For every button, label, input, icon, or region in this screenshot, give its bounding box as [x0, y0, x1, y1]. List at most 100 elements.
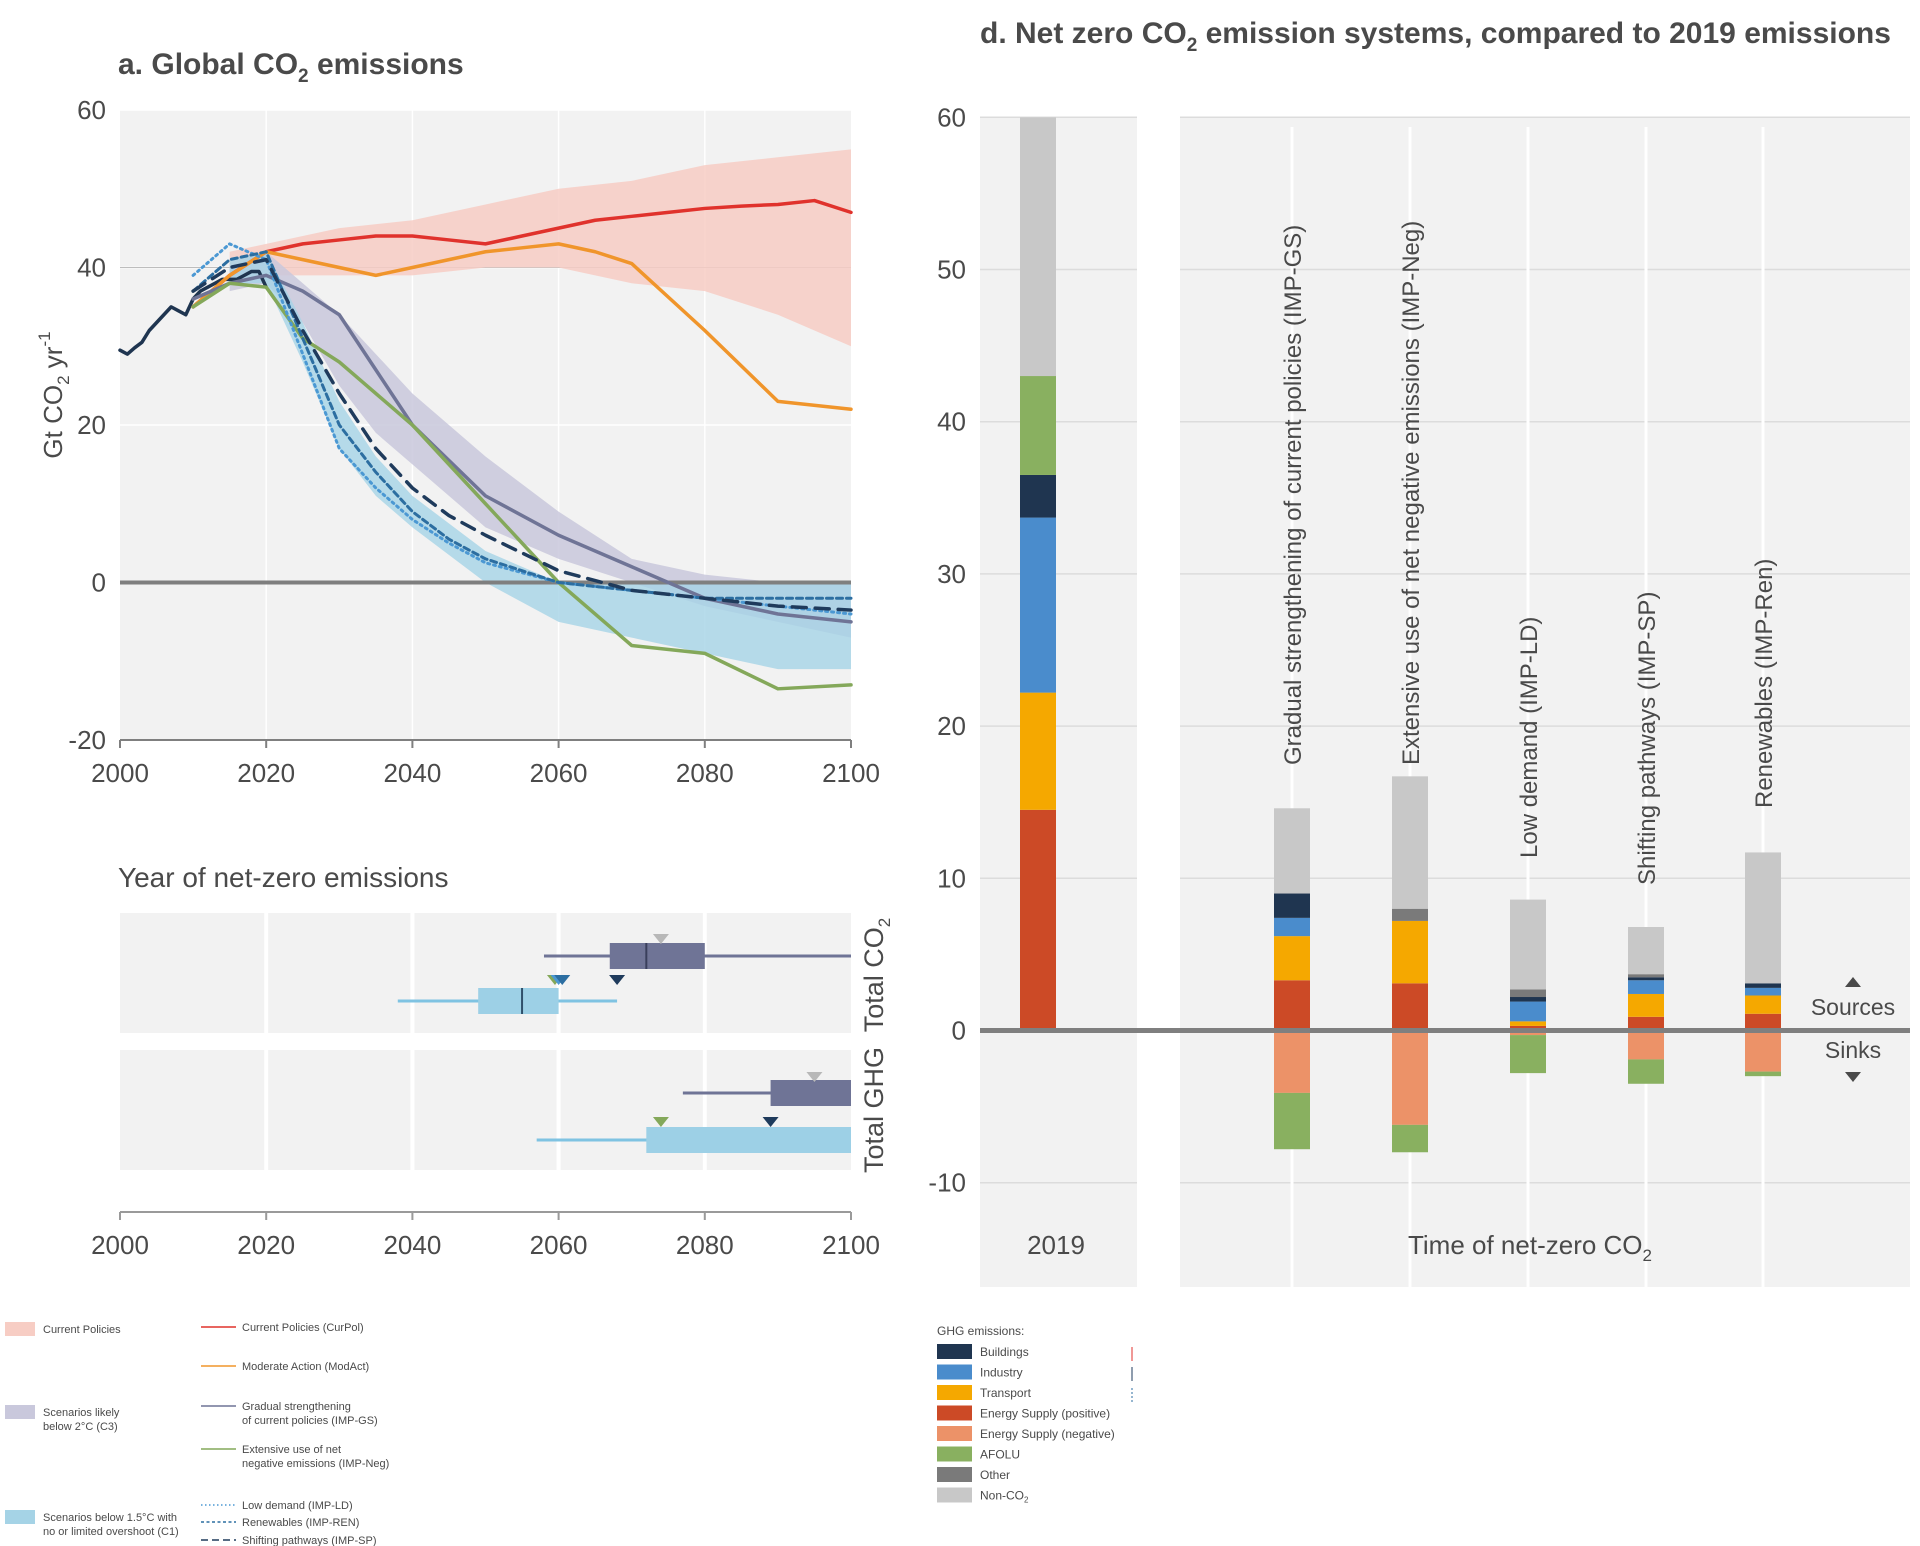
nz-x-tick-label: 2080 [676, 1230, 734, 1260]
bar-segment-Buildings [1628, 977, 1664, 981]
legend-item-label: AFOLU [980, 1448, 1020, 1462]
netzero-marker-icon [652, 1117, 669, 1127]
c3-box [770, 1080, 851, 1106]
bar-segment-Industry [1628, 980, 1664, 994]
bar-segment-Transport [1745, 995, 1781, 1014]
legend-swatch-AFOLU [937, 1446, 972, 1462]
panel-d-legend-items: Buildings Industry Transport Energy Supply … [937, 1344, 1133, 1505]
sinks-arrow-icon [1845, 1072, 1861, 1082]
legend-item-label: Non-CO2 [980, 1489, 1029, 1505]
panel-d-category-labels: Gradual strengthening of current policie… [1280, 221, 1778, 885]
d-y-tick-label: 20 [937, 711, 966, 741]
a-x-tick-label: 2000 [91, 758, 149, 788]
legend-item-text: Other [980, 1468, 1010, 1482]
panel-d-y-ticks: 60 50 40 30 20 10 0 -10 [928, 102, 966, 1197]
legend-band-label: below 2°C (C3) [43, 1421, 118, 1433]
panel-a-title: a. Global CO2 emissions [118, 48, 464, 87]
legend-band-label: Scenarios likely [43, 1407, 120, 1419]
netzero-x-ticks: 2000 2020 2040 2060 2080 2100 [91, 1212, 880, 1260]
legend-band-label: Scenarios below 1.5°C with [43, 1512, 177, 1524]
legend-item-label: Industry [980, 1366, 1023, 1380]
a-y-tick-label: -20 [68, 725, 106, 755]
netzero-title: Year of net-zero emissions [118, 862, 448, 893]
legend-swatch-Transport [937, 1385, 972, 1400]
panel-d-title: d. Net zero CO2 emission systems, compar… [980, 17, 1891, 56]
legend-swatch-EnergySupplyPos [937, 1405, 972, 1421]
bar-segment-Buildings [1745, 983, 1781, 988]
bar-segment-EnergySupplyNeg-negative [1628, 1030, 1664, 1060]
panel-d-2019-label: 2019 [1027, 1230, 1085, 1260]
bar-segment-AFOLU-negative [1745, 1071, 1781, 1077]
bar-segment-Industry [1274, 917, 1310, 937]
bar-segment-EnergySupplyPos [1020, 809, 1056, 1031]
d-y-tick-label: 0 [952, 1016, 966, 1046]
legend-item-label: Transport [980, 1386, 1032, 1400]
bar-segment-NonCO2 [1274, 808, 1310, 894]
legend-item-label: Energy Supply (positive) [980, 1407, 1110, 1421]
d-y-tick-label: 40 [937, 407, 966, 437]
netzero-row-co2-bg [120, 913, 851, 1033]
panel-d-bg-2019 [980, 117, 1137, 1287]
bar-segment-Buildings [1274, 893, 1310, 918]
bar-category-label: Shifting pathways (IMP-SP) [1634, 592, 1661, 885]
panel-a-y-ticks: 60 40 20 0 -20 [68, 95, 106, 755]
series-line-current-policies-curpol- [191, 198, 853, 309]
a-y-tick-label: 40 [77, 253, 106, 283]
nz-x-tick-label: 2060 [530, 1230, 588, 1260]
legend-item-text: Non-CO [980, 1489, 1024, 1503]
netzero-marker-icon [554, 975, 571, 985]
legend-line-label: Extensive use of net [242, 1444, 341, 1456]
nz-x-tick-label: 2040 [383, 1230, 441, 1260]
legend-line-label: Shifting pathways (IMP-SP) [242, 1535, 377, 1546]
sources-arrow-icon [1845, 977, 1861, 987]
netzero-row-ghg-label: Total GHG [859, 1047, 889, 1173]
bar-category-label: Low demand (IMP-LD) [1516, 617, 1543, 858]
bar-segment-EnergySupplyPos [1745, 1013, 1781, 1031]
bar-segment-Transport [1628, 993, 1664, 1017]
legend-band-label: no or limited overshoot (C1) [43, 1526, 179, 1538]
c1-box [478, 988, 559, 1014]
legend-line-label: Gradual strengthening [242, 1401, 351, 1413]
legend-swatch-c1_band [5, 1510, 35, 1524]
bar-segment-Transport [1020, 692, 1056, 810]
bar-segment-NonCO2 [1745, 852, 1781, 984]
legend-band-label: Current Policies [43, 1324, 121, 1336]
bar-segment-Transport [1274, 936, 1310, 981]
a-x-tick-label: 2080 [676, 758, 734, 788]
series-line-shifting-pathways-imp-sp- [191, 257, 853, 612]
series-line-moderate-action-modact- [191, 242, 853, 411]
panel-d-netzero-label: Time of net-zero CO2 [1408, 1230, 1652, 1265]
bar-segment-AFOLU-negative [1274, 1092, 1310, 1150]
a-x-tick-label: 2040 [383, 758, 441, 788]
panel-a-legend: Current Policies Scenarios likely below 2°… [5, 1322, 389, 1546]
netzero-row-co2-label: Total CO2 [859, 918, 894, 1033]
band-c1_band [229, 251, 851, 670]
netzero-marker-icon [652, 934, 669, 944]
legend-line-label: Current Policies (CurPol) [242, 1322, 364, 1334]
legend-item-text: AFOLU [980, 1448, 1020, 1462]
legend-swatch-Other [937, 1467, 972, 1482]
bar-segment-NonCO2 [1510, 899, 1546, 990]
legend-line-label: Moderate Action (ModAct) [242, 1361, 369, 1373]
legend-swatch-NonCO2 [937, 1487, 972, 1503]
d-y-tick-label: 60 [937, 102, 966, 132]
a-y-tick-label: 60 [77, 95, 106, 125]
series-line-extensive-use-of-net-negative-emissions-imp-neg- [191, 281, 853, 691]
legend-item-text: Transport [980, 1386, 1032, 1400]
bar-segment-Industry [1020, 517, 1056, 693]
a-y-tick-label: 20 [77, 410, 106, 440]
bar-segment-NonCO2 [1392, 776, 1428, 909]
netzero-ghg-row [536, 1072, 851, 1153]
bar-segment-EnergySupplyNeg-negative [1274, 1030, 1310, 1093]
band-curpol_band [229, 149, 851, 347]
bar-segment-EnergySupplyPos [1628, 1016, 1664, 1031]
panel-d-legend: GHG emissions: Buildings Industry Transpor… [937, 1324, 1133, 1505]
bar-category-label: Renewables (IMP-Ren) [1751, 559, 1778, 808]
series-line-low-demand-imp-ld- [191, 242, 853, 616]
panel-d: d. Net zero CO2 emission systems, compar… [928, 17, 1910, 1287]
netzero-marker-icon [762, 1117, 779, 1127]
bar-segment-AFOLU-negative [1392, 1124, 1428, 1153]
legend-line-label: negative emissions (IMP-Neg) [242, 1458, 389, 1470]
